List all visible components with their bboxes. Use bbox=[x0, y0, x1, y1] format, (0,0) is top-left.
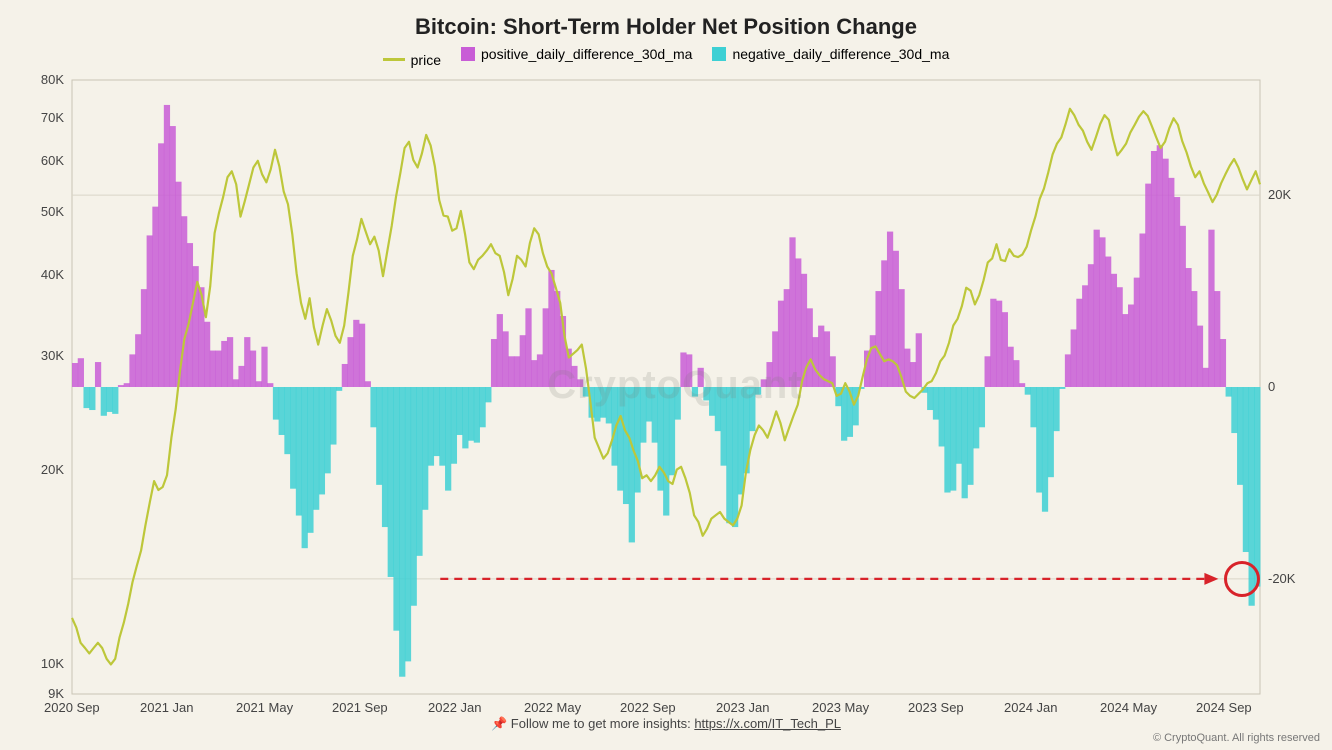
footer-link[interactable]: https://x.com/IT_Tech_PL bbox=[694, 716, 841, 731]
footer-prefix: 📌 Follow me to get more insights: bbox=[491, 716, 694, 731]
legend-item: positive_daily_difference_30d_ma bbox=[461, 46, 692, 62]
legend-label: price bbox=[411, 52, 441, 68]
copyright: © CryptoQuant. All rights reserved bbox=[1153, 732, 1320, 744]
x-tick-label: 2021 Sep bbox=[332, 700, 388, 715]
y-left-tick-label: 50K bbox=[41, 204, 64, 219]
x-tick-label: 2022 May bbox=[524, 700, 581, 715]
x-tick-label: 2021 May bbox=[236, 700, 293, 715]
x-tick-label: 2023 May bbox=[812, 700, 869, 715]
y-left-tick-label: 80K bbox=[41, 72, 64, 87]
y-left-tick-label: 9K bbox=[48, 686, 64, 701]
x-tick-label: 2023 Jan bbox=[716, 700, 770, 715]
y-right-tick-label: 20K bbox=[1268, 187, 1291, 202]
legend-item: price bbox=[383, 52, 441, 68]
x-tick-label: 2022 Sep bbox=[620, 700, 676, 715]
legend-line-icon bbox=[383, 58, 405, 61]
plot-area: CryptoQuant bbox=[72, 80, 1260, 694]
chart-title: Bitcoin: Short-Term Holder Net Position … bbox=[0, 14, 1332, 40]
legend-label: negative_daily_difference_30d_ma bbox=[732, 46, 949, 62]
chart-container: Bitcoin: Short-Term Holder Net Position … bbox=[0, 0, 1332, 750]
legend: price positive_daily_difference_30d_ma neg… bbox=[0, 46, 1332, 68]
footer-caption: 📌 Follow me to get more insights: https:… bbox=[0, 716, 1332, 732]
y-left-tick-label: 10K bbox=[41, 656, 64, 671]
y-right-tick-label: 0 bbox=[1268, 379, 1275, 394]
x-tick-label: 2024 Jan bbox=[1004, 700, 1058, 715]
x-tick-label: 2024 May bbox=[1100, 700, 1157, 715]
x-tick-label: 2021 Jan bbox=[140, 700, 194, 715]
legend-label: positive_daily_difference_30d_ma bbox=[481, 46, 692, 62]
x-tick-label: 2022 Jan bbox=[428, 700, 482, 715]
y-left-tick-label: 30K bbox=[41, 348, 64, 363]
annotation-circle bbox=[1224, 561, 1260, 597]
legend-box-icon bbox=[461, 47, 475, 61]
legend-item: negative_daily_difference_30d_ma bbox=[712, 46, 949, 62]
x-tick-label: 2024 Sep bbox=[1196, 700, 1252, 715]
y-left-tick-label: 60K bbox=[41, 153, 64, 168]
y-left-tick-label: 40K bbox=[41, 267, 64, 282]
y-left-tick-label: 70K bbox=[41, 110, 64, 125]
x-tick-label: 2023 Sep bbox=[908, 700, 964, 715]
y-left-tick-label: 20K bbox=[41, 462, 64, 477]
x-tick-label: 2020 Sep bbox=[44, 700, 100, 715]
plot-svg bbox=[72, 80, 1260, 694]
y-right-tick-label: -20K bbox=[1268, 571, 1295, 586]
legend-box-icon bbox=[712, 47, 726, 61]
